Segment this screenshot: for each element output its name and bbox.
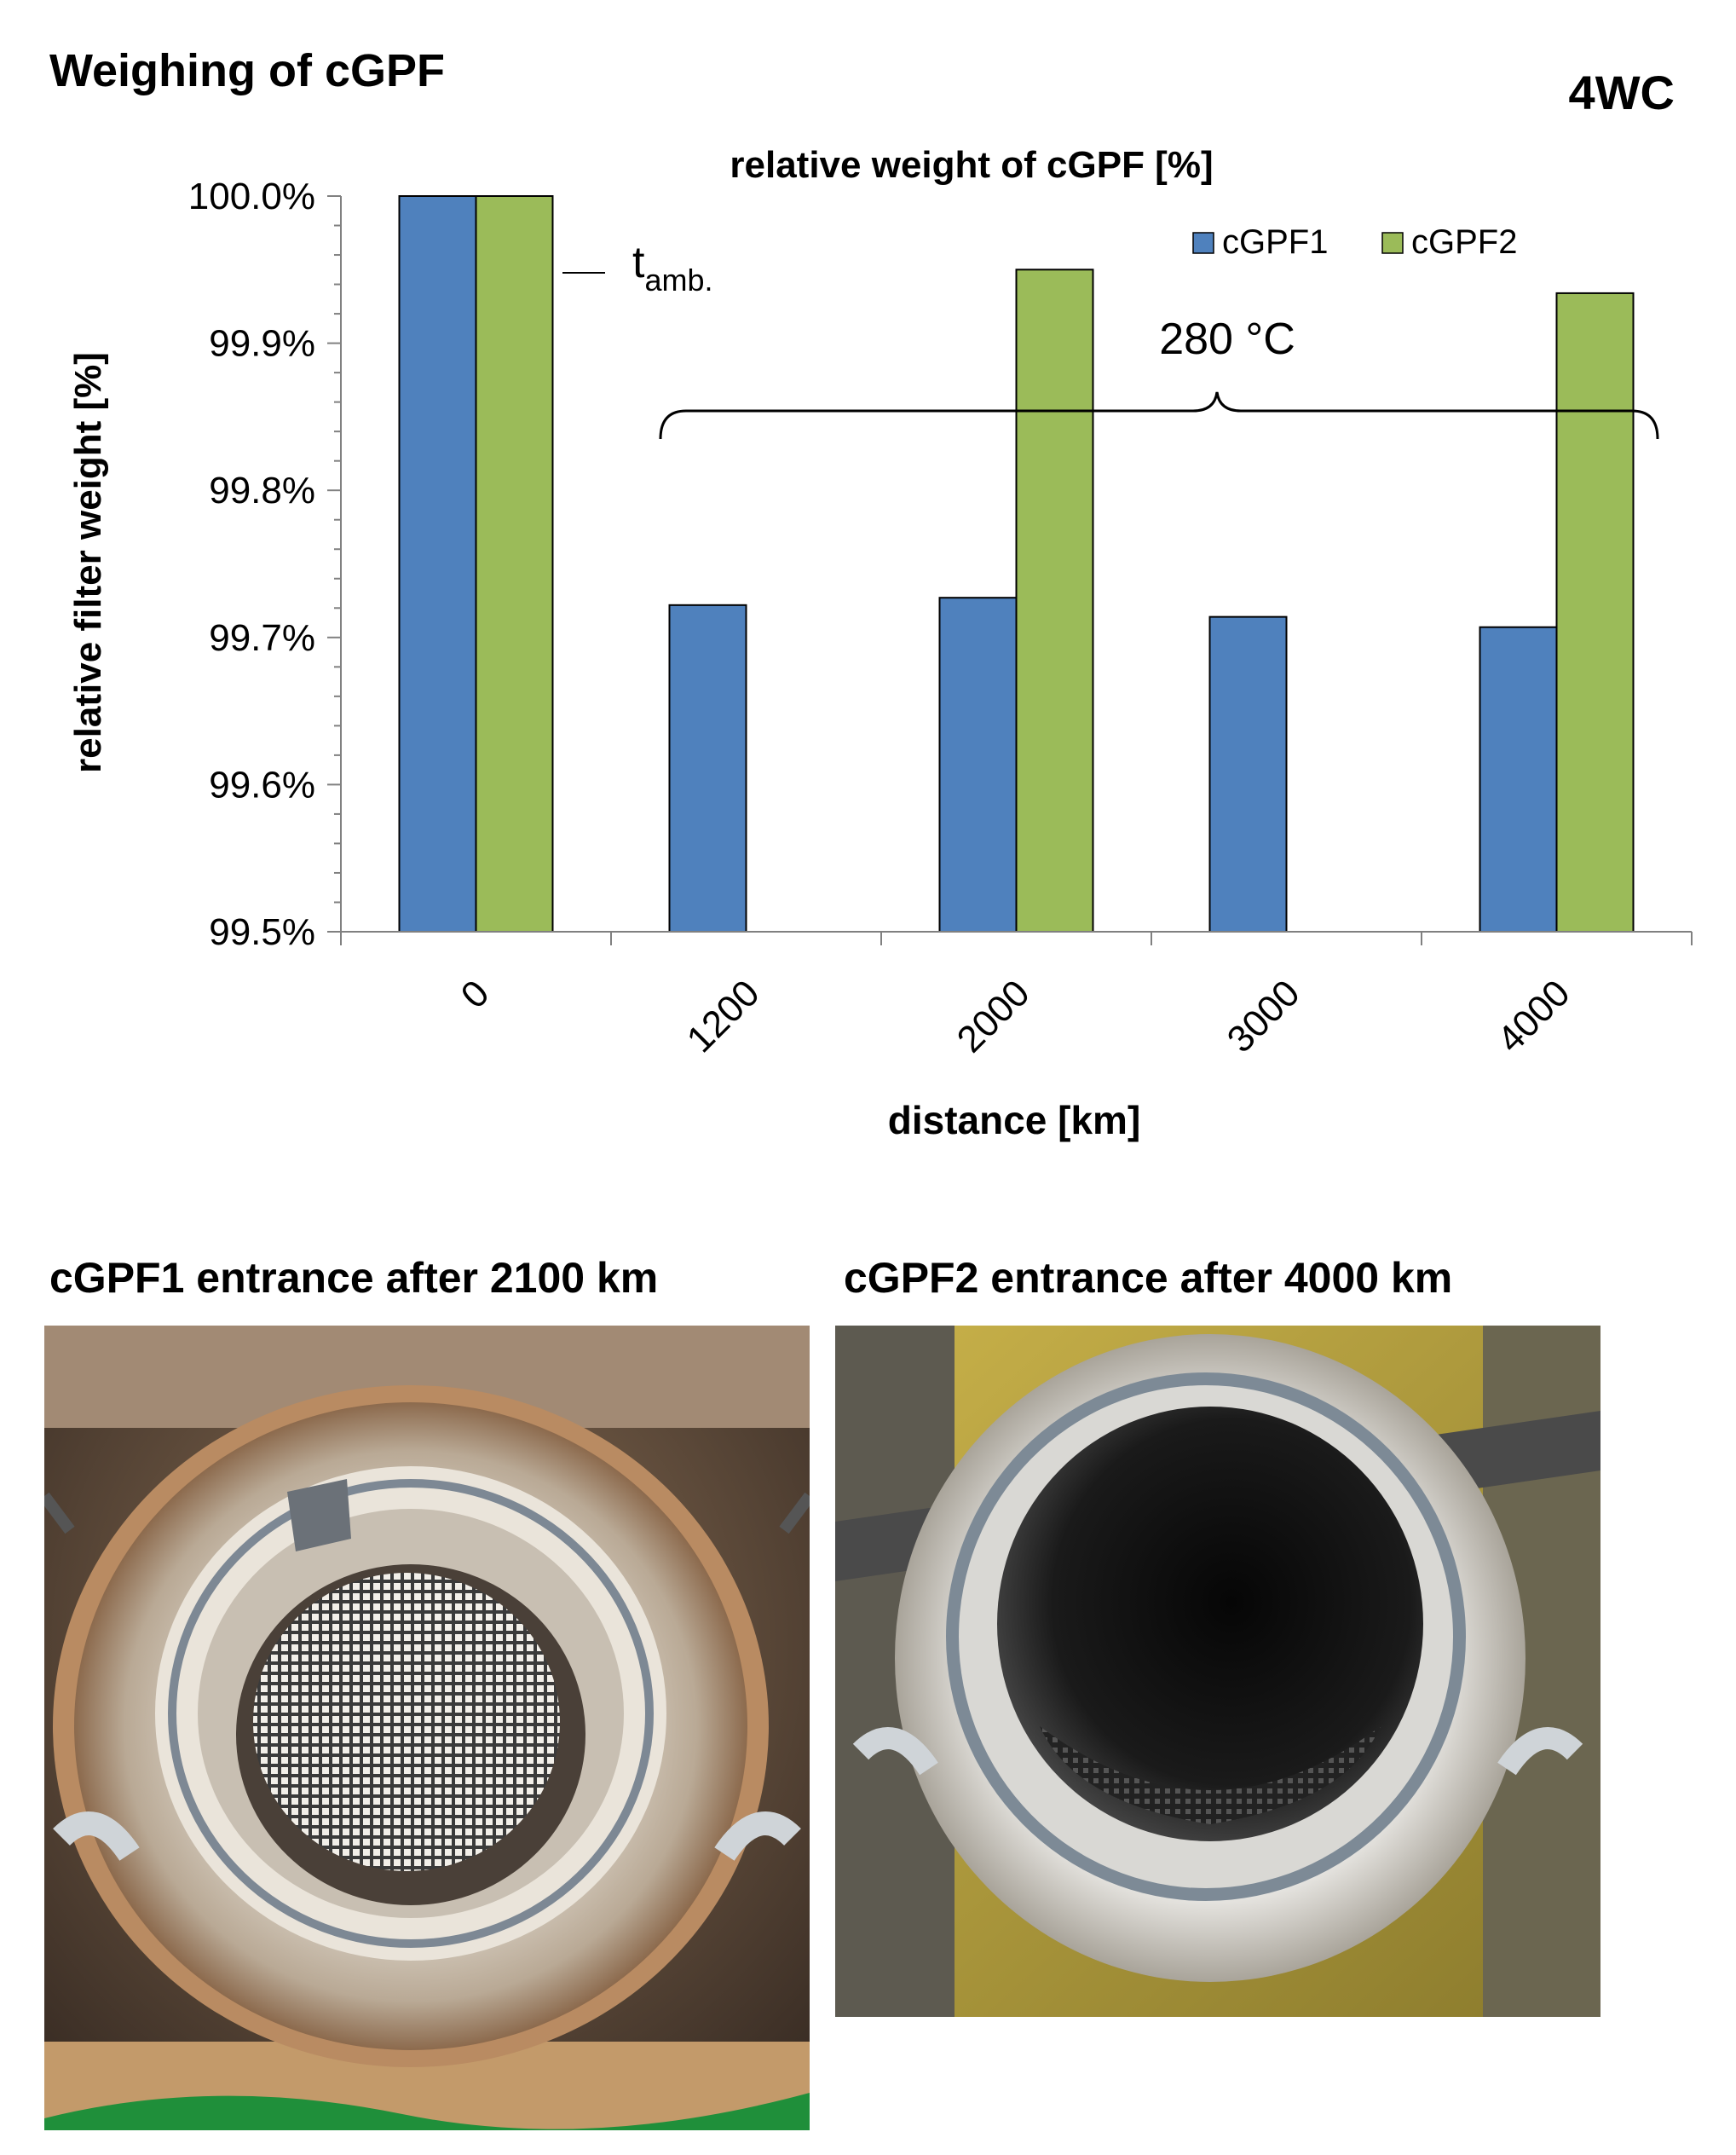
y-tick-label: 99.8%: [209, 470, 315, 511]
temperature-annotation: 280 °C: [1159, 315, 1295, 364]
photo-cgpf2-entrance: [835, 1326, 1600, 2017]
y-tick-label: 99.9%: [209, 323, 315, 365]
chart-title: relative weight of cGPF [%]: [730, 144, 1213, 186]
bar-cGPF1-1200: [668, 604, 747, 933]
x-tick-label: 2000: [949, 972, 1038, 1060]
y-tick-label: 99.5%: [209, 911, 315, 953]
bar-cGPF2-4000: [1555, 292, 1635, 933]
bar-cGPF1-0: [398, 195, 477, 933]
y-tick-label: 99.6%: [209, 764, 315, 806]
x-tick-label: 4000: [1490, 972, 1578, 1060]
x-tick-label: 1200: [679, 972, 768, 1060]
photo-caption-cgpf1: cGPF1 entrance after 2100 km: [49, 1254, 659, 1302]
legend-swatch-cGPF1: [1192, 232, 1214, 254]
y-tick-label: 100.0%: [188, 176, 315, 217]
bar-cGPF2-0: [475, 195, 554, 933]
y-axis-title: relative filter weight [%]: [67, 352, 109, 773]
x-axis-title: distance [km]: [888, 1098, 1141, 1142]
x-tick-label: 3000: [1220, 972, 1308, 1060]
legend-label-cGPF2: cGPF2: [1411, 223, 1517, 261]
ambient-label: t: [632, 238, 645, 287]
photo-caption-cgpf2: cGPF2 entrance after 4000 km: [844, 1254, 1453, 1302]
corner-tag: 4WC: [1568, 66, 1675, 119]
legend-swatch-cGPF2: [1381, 232, 1404, 254]
legend-label-cGPF1: cGPF1: [1222, 223, 1328, 261]
photo-cgpf1-entrance: [44, 1326, 810, 2130]
ambient-annotation: tamb.: [632, 238, 713, 298]
ambient-subscript: amb.: [644, 263, 712, 298]
temperature-bracket: [659, 391, 1659, 440]
y-tick-label: 99.7%: [209, 617, 315, 659]
bar-cGPF1-4000: [1479, 626, 1558, 933]
page-title: Weighing of cGPF: [49, 45, 445, 96]
bar-cGPF1-3000: [1208, 615, 1288, 933]
x-tick-label: 0: [453, 972, 498, 1016]
bar-cGPF1-2000: [938, 597, 1018, 933]
bar-chart: 99.5% 99.6% 99.7% 99.8% 99.9% 100.0% 0 1200 2000…: [67, 144, 1693, 1142]
bar-cGPF2-2000: [1015, 269, 1094, 933]
